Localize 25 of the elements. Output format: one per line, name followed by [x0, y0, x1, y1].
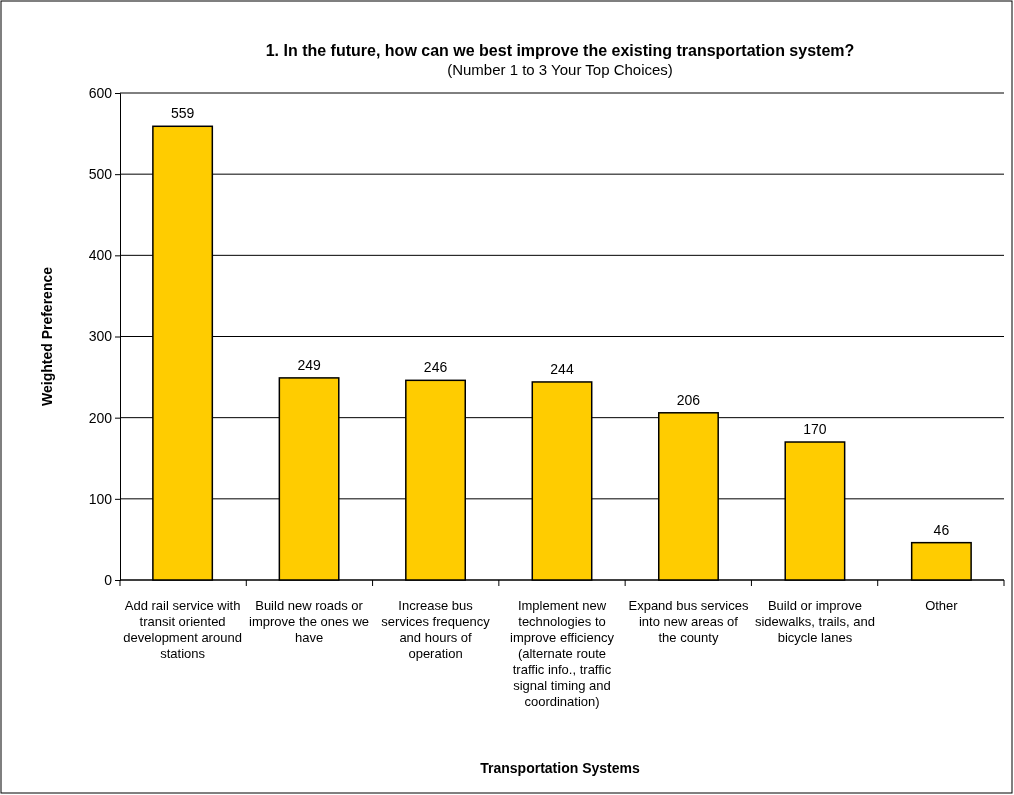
y-axis-title: Weighted Preference	[39, 266, 55, 407]
x-tick-label: Build new roads or improve the ones we have	[249, 598, 370, 645]
data-label: 249	[297, 356, 321, 373]
data-label: 559	[170, 105, 195, 122]
y-tick-label: 400	[88, 247, 113, 264]
x-tick-label: Other	[925, 598, 959, 613]
y-tick-label: 100	[88, 490, 113, 507]
y-tick-label: 200	[88, 409, 113, 426]
data-label: 206	[676, 391, 701, 408]
y-tick-label: 0	[104, 571, 113, 588]
x-axis-title: Transportation Systems	[480, 760, 640, 776]
x-tick-label: Build or improve sidewalks, trails, and bicycle lanes	[754, 598, 875, 645]
data-label: 170	[803, 421, 827, 438]
chart-subtitle: (Number 1 to 3 Your Top Choices)	[447, 61, 673, 78]
x-tick-label: Implement new technologies to improve efficiency (alternate route traffic info., traffic signal timing and coordination)	[510, 598, 615, 709]
y-tick-label: 500	[88, 166, 113, 183]
x-tick-label: Expand bus services into new areas of the county	[628, 598, 749, 645]
y-tick-label: 300	[88, 328, 113, 345]
chart-title: 1. In the future, how can we best improve the existing transportation system?	[265, 42, 855, 59]
y-tick-label: 600	[88, 84, 113, 101]
x-tick-label: Add rail service with transit oriented development around stations	[123, 598, 242, 661]
data-label: 46	[933, 521, 950, 538]
data-label: 244	[550, 360, 574, 377]
data-label: 246	[423, 359, 448, 376]
x-tick-label: Increase bus services frequency and hours of operation	[381, 598, 491, 661]
